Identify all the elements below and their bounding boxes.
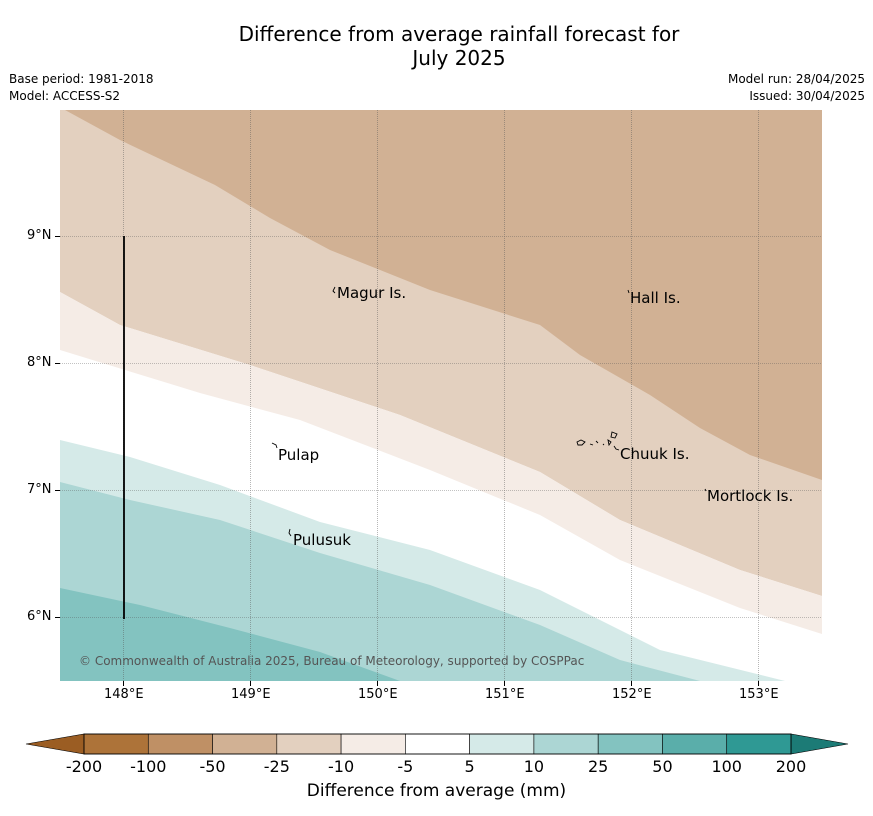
colorbar-frame [83, 733, 792, 755]
colorbar-title: Difference from average (mm) [306, 781, 567, 801]
colorbar-tick-label: 25 [587, 757, 609, 776]
issued-date: Issued: 30/04/2025 [749, 89, 865, 103]
colorbar-cell [597, 733, 663, 755]
band-25-to-50-area [60, 588, 400, 681]
colorbar-cell [340, 733, 406, 755]
title-line-2: July 2025 [412, 46, 506, 70]
colorbar-cell [405, 733, 470, 755]
colorbar-tick-label: 10 [523, 757, 545, 776]
colorbar-tick-label: 5 [464, 757, 475, 776]
colorbar-cells [83, 733, 792, 755]
colorbar-under-arrow [25, 733, 85, 755]
colorbar-tick-label: -100 [130, 757, 167, 776]
tick-marks [55, 236, 759, 686]
pulusuk-island-shape [288, 528, 292, 537]
colorbar-tick-label: 50 [652, 757, 673, 776]
lat-label-7n: 7°N [27, 482, 52, 497]
colorbar-cell [533, 733, 599, 755]
lon-label-148e: 148°E [104, 687, 144, 702]
colorbar-cell [662, 733, 728, 755]
lon-label-153e: 153°E [739, 687, 779, 702]
place-label-hall: Hall Is. [630, 289, 681, 307]
model-name: Model: ACCESS-S2 [9, 89, 121, 103]
colorbar-cell [276, 733, 342, 755]
metadata-left: Base period: 1981-2018 Model: ACCESS-S2 [9, 71, 154, 105]
lat-label-6n: 6°N [27, 609, 52, 624]
title-line-1: Difference from average rainfall forecas… [238, 22, 680, 46]
lon-label-149e: 149°E [231, 687, 271, 702]
copyright-notice: © Commonwealth of Australia 2025, Bureau… [79, 654, 585, 668]
colorbar-tick-label: -50 [199, 757, 226, 776]
place-label-magur: Magur Is. [337, 284, 407, 302]
base-period: Base period: 1981-2018 [9, 72, 154, 86]
colorbar-tick-label: -5 [397, 757, 414, 776]
colorbar-cell [212, 733, 278, 755]
lon-label-150e: 150°E [358, 687, 398, 702]
place-label-chuuk: Chuuk Is. [620, 445, 690, 463]
colorbar-cell [726, 733, 792, 755]
metadata-right: Model run: 28/04/2025 Issued: 30/04/2025 [728, 71, 865, 105]
lon-label-151e: 151°E [485, 687, 525, 702]
colorbar-cell [469, 733, 535, 755]
colorbar-tick-label: -25 [263, 757, 290, 776]
place-label-pulap: Pulap [278, 446, 320, 464]
mortlock-island-shape [704, 488, 707, 492]
lon-label-152e: 152°E [612, 687, 652, 702]
magur-island-shape [332, 286, 336, 294]
colorbar-tick-label: -200 [65, 757, 103, 776]
colorbar-cell [83, 733, 149, 755]
pulap-island-shape [271, 442, 278, 449]
map-title: Difference from average rainfall forecas… [0, 22, 873, 70]
colorbar-tick-label: 200 [775, 757, 807, 776]
model-run: Model run: 28/04/2025 [727, 72, 865, 86]
colorbar-cell [147, 733, 213, 755]
colorbar-tick-label: 100 [711, 757, 742, 776]
colorbar-over-arrow [790, 733, 849, 755]
lat-label-8n: 8°N [27, 355, 52, 370]
place-label-pulusuk: Pulusuk [293, 531, 351, 549]
island-outlines [271, 286, 707, 537]
graticule [60, 110, 822, 681]
chuuk-island-shape [576, 431, 620, 451]
hall-island-shape [627, 289, 630, 294]
colorbar-tick-label: -10 [328, 757, 355, 776]
lat-label-9n: 9°N [27, 228, 52, 243]
place-label-mortlock: Mortlock Is. [707, 487, 794, 505]
